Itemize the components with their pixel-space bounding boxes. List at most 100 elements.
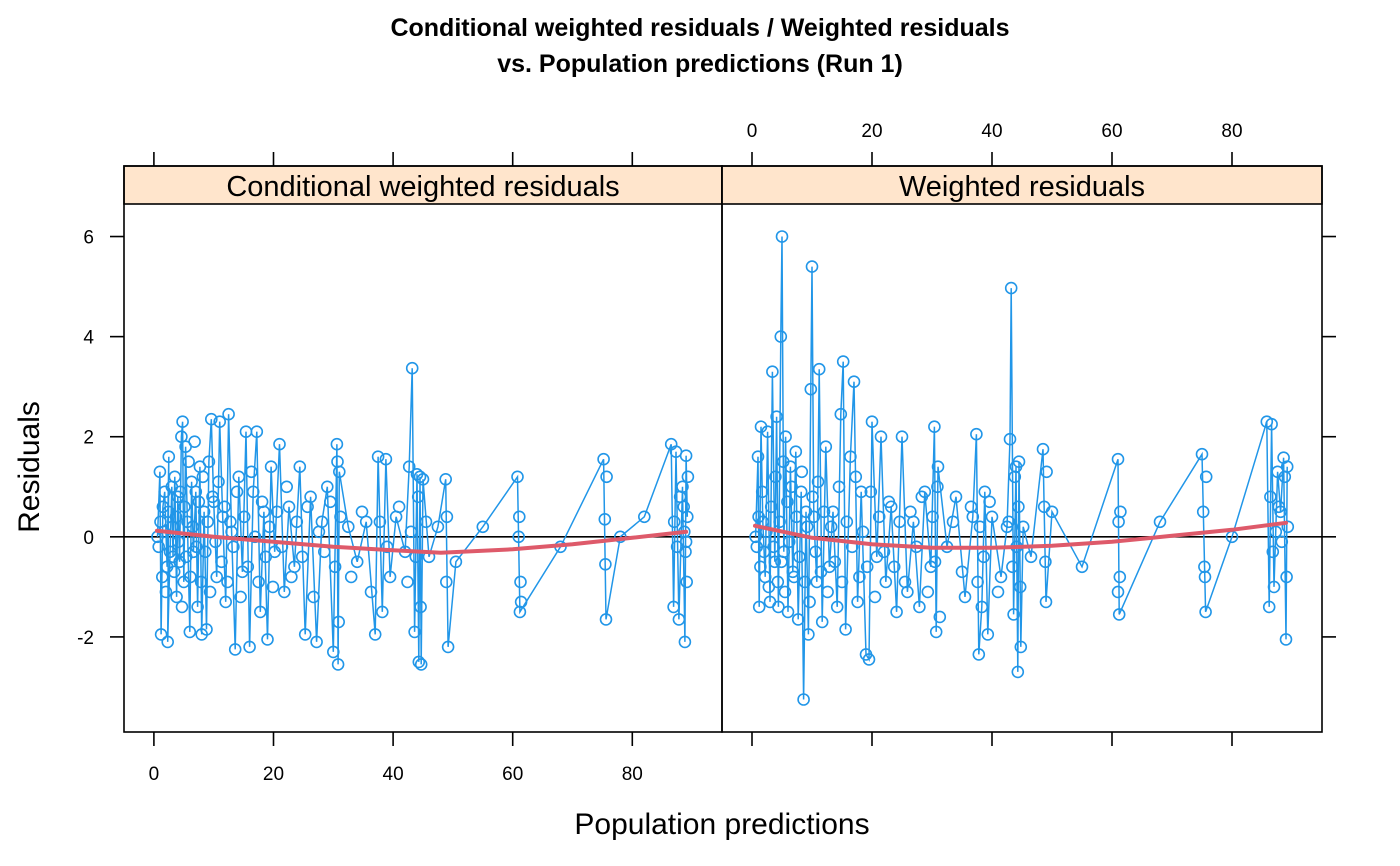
smooth-trend-line <box>154 528 689 555</box>
data-point <box>1196 505 1210 519</box>
data-point <box>1007 608 1020 621</box>
data-point <box>915 490 929 504</box>
data-point <box>1269 525 1283 539</box>
data-point <box>412 655 426 669</box>
data-point <box>241 560 255 574</box>
data-point <box>1278 470 1292 484</box>
data-point <box>767 540 780 554</box>
data-point <box>864 485 878 499</box>
data-point <box>778 585 792 599</box>
data-point <box>985 510 999 524</box>
smooth-trend-line <box>753 520 1288 550</box>
data-point <box>194 575 208 589</box>
data-point <box>179 550 193 564</box>
data-point <box>206 490 219 504</box>
data-point <box>1198 560 1211 574</box>
chart-title-line-2: vs. Population predictions (Run 1) <box>497 50 903 78</box>
data-point <box>928 420 941 434</box>
data-point <box>1279 633 1293 646</box>
data-point <box>781 605 795 619</box>
data-point <box>331 455 344 469</box>
data-point <box>1004 281 1018 295</box>
data-point <box>637 510 651 524</box>
panel-frame <box>721 165 1323 733</box>
data-point <box>373 515 387 529</box>
data-point <box>769 470 782 484</box>
data-point <box>779 430 792 444</box>
data-point <box>383 570 397 584</box>
data-point <box>768 555 782 569</box>
data-point <box>222 407 235 421</box>
data-point <box>213 415 226 429</box>
data-point <box>849 470 863 484</box>
data-point <box>764 500 778 514</box>
data-point <box>981 628 995 641</box>
data-point <box>227 540 240 554</box>
data-point <box>946 515 960 529</box>
data-point <box>334 510 347 524</box>
data-point <box>789 445 803 459</box>
data-point <box>1280 570 1293 584</box>
data-point <box>1264 490 1277 504</box>
data-point <box>200 623 213 636</box>
data-point <box>512 510 526 524</box>
data-point <box>156 570 169 584</box>
data-point <box>898 575 912 589</box>
data-point <box>933 610 947 624</box>
data-point <box>476 520 490 534</box>
data-point <box>844 450 857 464</box>
data-point <box>1013 580 1027 594</box>
data-point <box>1198 570 1212 584</box>
data-point <box>840 515 854 529</box>
data-point <box>301 500 314 514</box>
data-point <box>773 515 786 529</box>
data-point <box>1014 640 1028 654</box>
data-point <box>1024 550 1038 564</box>
data-point <box>413 470 427 484</box>
panel-frame <box>123 165 723 733</box>
data-point <box>154 628 168 641</box>
data-point <box>819 440 833 454</box>
data-point <box>785 480 798 494</box>
data-point <box>290 515 304 529</box>
data-point <box>285 570 298 584</box>
data-point <box>440 510 454 524</box>
data-point <box>790 510 803 524</box>
data-point <box>973 520 987 534</box>
data-point <box>172 535 185 549</box>
data-point <box>364 585 378 599</box>
data-point <box>228 643 242 656</box>
data-point <box>1037 500 1051 514</box>
data-point <box>205 412 218 426</box>
data-point <box>847 375 861 389</box>
data-point <box>1267 580 1281 594</box>
data-point <box>775 555 788 569</box>
data-point <box>173 485 187 499</box>
data-point <box>752 600 766 614</box>
data-point <box>273 437 286 451</box>
data-point <box>175 600 189 614</box>
data-point <box>355 505 369 519</box>
data-point <box>929 625 943 639</box>
data-point <box>212 475 225 489</box>
x-tick-label-bottom: 20 <box>263 764 284 785</box>
data-point <box>791 613 805 626</box>
data-point <box>282 500 296 514</box>
data-point <box>667 515 681 529</box>
data-point <box>310 635 323 649</box>
data-point <box>402 460 416 474</box>
data-point <box>161 635 174 649</box>
data-point <box>913 600 926 614</box>
data-point <box>749 530 762 544</box>
data-point <box>203 585 217 599</box>
x-tick-label-bottom: 80 <box>622 764 643 785</box>
data-point <box>183 625 197 639</box>
data-point <box>419 515 433 529</box>
data-point <box>806 490 819 504</box>
data-point <box>176 415 189 429</box>
data-point <box>1275 535 1289 549</box>
data-point <box>207 495 220 509</box>
data-point <box>776 455 790 469</box>
data-point <box>188 435 201 449</box>
